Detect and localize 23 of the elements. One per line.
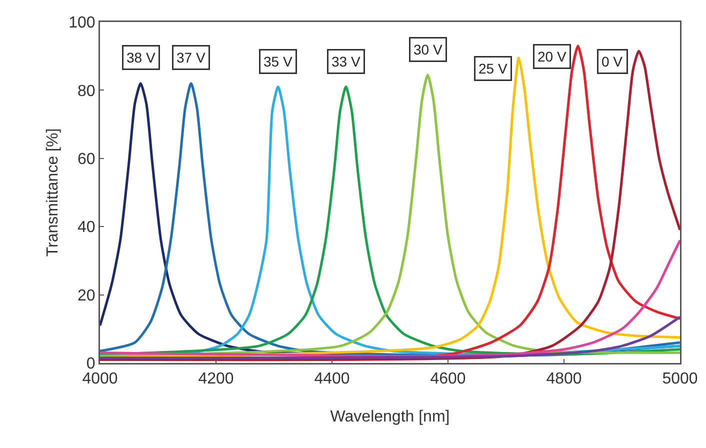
x-tick-label: 4200 (198, 370, 234, 388)
x-tick-label: 4000 (82, 370, 118, 388)
x-tick-label: 4600 (430, 370, 466, 388)
y-tick-label: 80 (78, 82, 96, 100)
x-tick-label: 5000 (662, 370, 698, 388)
x-axis-title: Wavelength [nm] (330, 408, 450, 426)
x-tick-label: 4800 (546, 370, 582, 388)
series-label: 20 V (538, 48, 567, 64)
series-label: 37 V (176, 50, 206, 66)
series-label: 30 V (414, 42, 443, 58)
series-label: 35 V (264, 54, 293, 70)
y-axis-title: Transmittance [%] (44, 128, 62, 257)
series-label: 0 V (602, 54, 624, 70)
series-label: 33 V (332, 54, 361, 70)
series-label: 25 V (478, 60, 508, 76)
y-tick-label: 60 (78, 151, 96, 168)
y-tick-label: 20 (78, 287, 96, 304)
x-tick-label: 4400 (314, 370, 350, 388)
y-tick-label: 100 (68, 14, 96, 32)
line-series (100, 316, 680, 360)
series-label: 38 V (126, 50, 156, 66)
y-tick-label: 0 (86, 356, 96, 373)
y-tick-label: 40 (78, 219, 96, 236)
